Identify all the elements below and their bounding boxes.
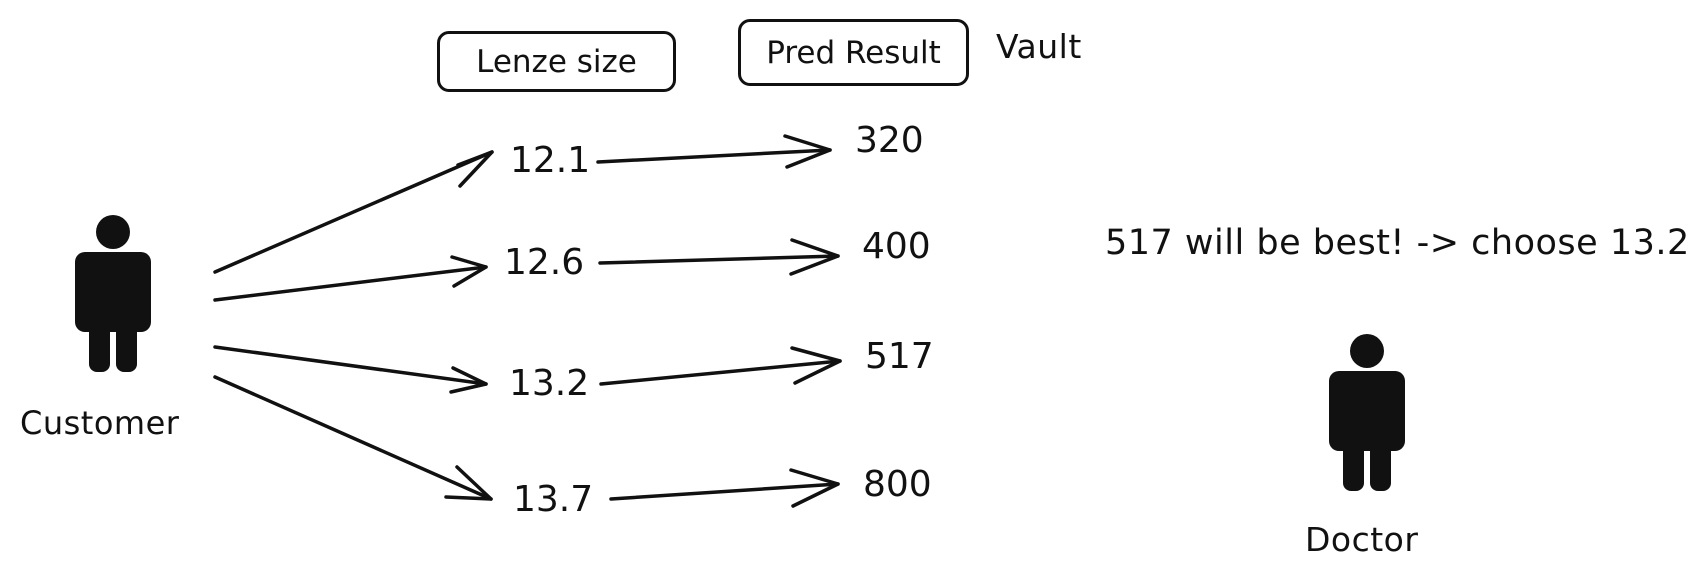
lens-size-value: 12.1 xyxy=(510,140,591,181)
customer-label: Customer xyxy=(20,404,180,442)
vault-header-label: Vault xyxy=(996,27,1082,66)
pred-result-header: Pred Result xyxy=(738,19,969,86)
conclusion-text: 517 will be best! -> choose 13.2 xyxy=(1105,223,1690,263)
doctor-person-icon xyxy=(1329,334,1405,491)
pred-result-value: 400 xyxy=(862,226,931,267)
customer-person-icon xyxy=(75,215,151,372)
arrow-13-7-to-800 xyxy=(609,468,840,508)
arrow-12-6-to-400 xyxy=(598,238,840,276)
lens-size-header: Lenze size xyxy=(437,31,676,92)
pred-result-value: 517 xyxy=(865,336,934,377)
lens-size-value: 13.2 xyxy=(509,363,590,404)
lens-size-value: 12.6 xyxy=(504,242,585,283)
doctor-label: Doctor xyxy=(1305,520,1419,559)
arrow-13-2-to-517 xyxy=(599,346,842,386)
arrow-12-1-to-320 xyxy=(596,134,832,169)
lens-size-header-label: Lenze size xyxy=(476,43,637,80)
arrow-customer-to-13-2 xyxy=(213,345,488,394)
arrow-customer-to-12-1 xyxy=(213,150,494,274)
arrow-customer-to-13-7 xyxy=(213,375,493,501)
pred-result-value: 320 xyxy=(855,120,924,161)
lens-size-value: 13.7 xyxy=(513,479,594,520)
arrow-customer-to-12-6 xyxy=(213,255,488,302)
pred-result-header-label: Pred Result xyxy=(766,34,941,71)
pred-result-value: 800 xyxy=(863,464,932,505)
